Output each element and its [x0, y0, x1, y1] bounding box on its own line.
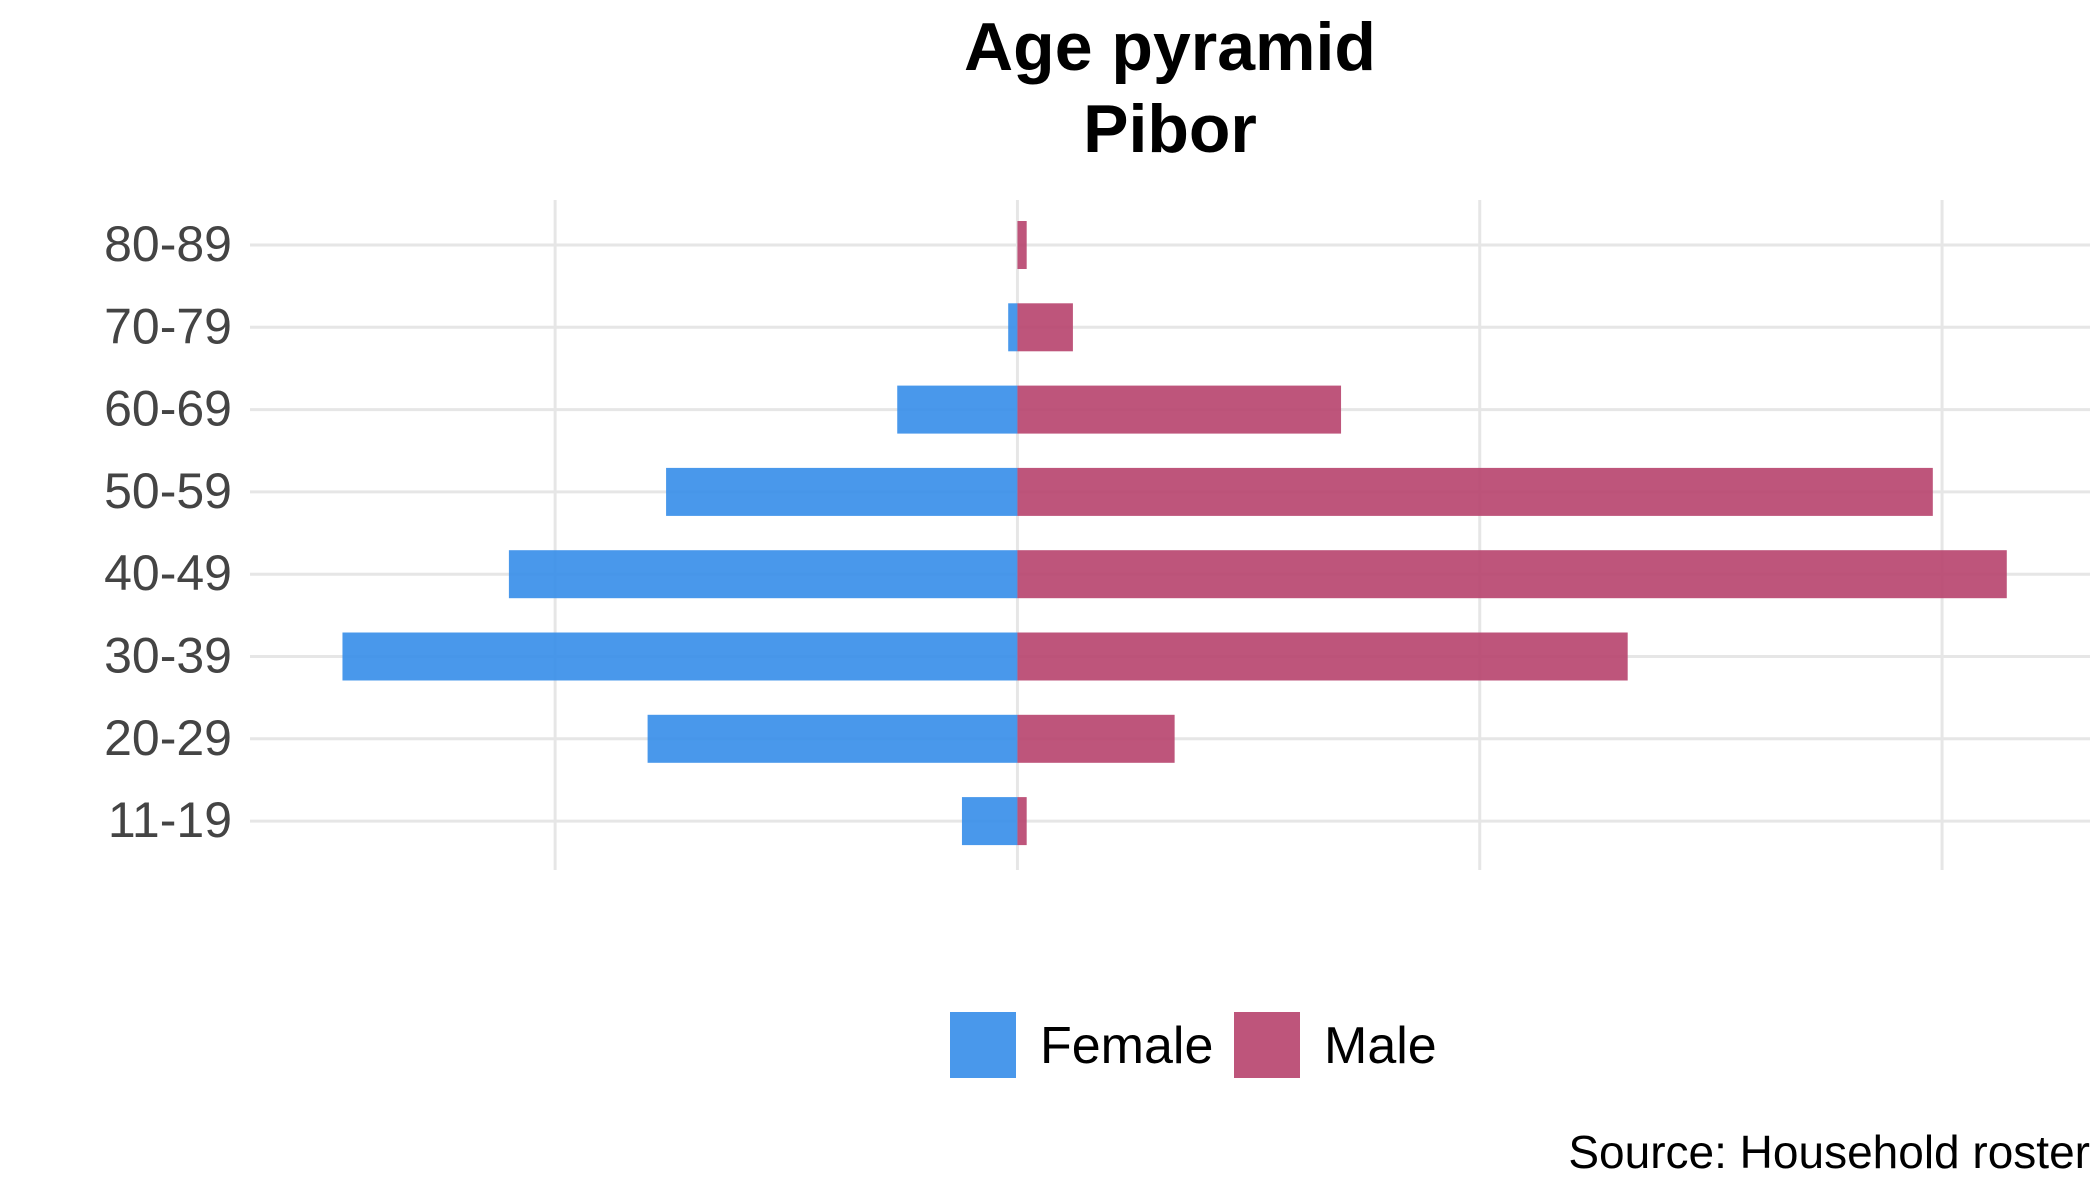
- bar-male-40-49: [1017, 550, 2007, 599]
- bar-female-30-39: [342, 632, 1018, 681]
- bar-male-11-19: [1017, 797, 1027, 846]
- bar-male-20-29: [1017, 714, 1175, 763]
- legend: Female Male: [950, 1012, 1437, 1078]
- bar-male-30-39: [1017, 632, 1628, 681]
- bar-male-60-69: [1017, 385, 1342, 434]
- bar-female-40-49: [508, 550, 1018, 599]
- y-tick-label-70-79: 70-79: [104, 298, 232, 354]
- grid-layer: [250, 200, 2090, 870]
- legend-swatch-female: [950, 1012, 1016, 1078]
- y-tick-label-20-29: 20-29: [104, 710, 232, 766]
- legend-swatch-male: [1234, 1012, 1300, 1078]
- y-tick-label-11-19: 11-19: [108, 792, 232, 848]
- bar-female-60-69: [897, 385, 1018, 434]
- chart-title: Age pyramid: [964, 9, 1376, 85]
- bar-female-50-59: [666, 467, 1018, 516]
- y-axis-tick-labels: 11-19 20-29 30-39 40-49 50-59 60-69 70-79 80-89: [104, 216, 232, 848]
- bar-female-20-29: [647, 714, 1018, 763]
- bar-female-11-19: [961, 797, 1018, 846]
- y-tick-label-50-59: 50-59: [104, 463, 232, 519]
- bar-male-50-59: [1017, 467, 1933, 516]
- legend-label-male: Male: [1324, 1017, 1437, 1075]
- y-tick-label-30-39: 30-39: [104, 628, 232, 684]
- bar-male-70-79: [1017, 303, 1073, 352]
- bar-female-70-79: [1008, 303, 1018, 352]
- chart-caption: Source: Household roster: [1568, 1126, 2090, 1178]
- y-tick-label-40-49: 40-49: [104, 545, 232, 601]
- bar-male-80-89: [1017, 221, 1027, 269]
- bars-layer: [342, 221, 2007, 846]
- y-tick-label-80-89: 80-89: [104, 216, 232, 272]
- chart-subtitle: Pibor: [1083, 91, 1257, 167]
- legend-label-female: Female: [1040, 1017, 1213, 1075]
- y-tick-label-60-69: 60-69: [104, 381, 232, 437]
